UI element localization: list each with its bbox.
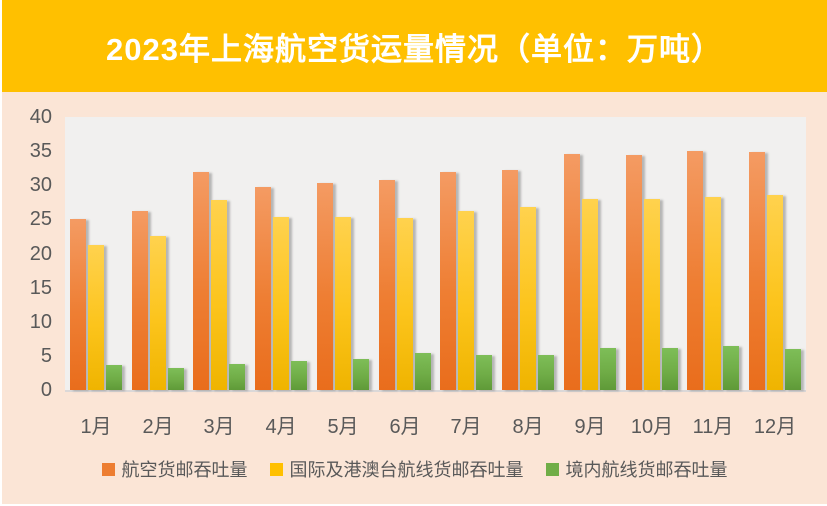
bar-境内航线货邮吞吐量-10月	[662, 348, 678, 390]
y-tick-label: 30	[29, 174, 52, 197]
bar-国际及港澳台航线货邮吞吐量-5月	[335, 216, 351, 390]
bar-航空货邮吞吐量-9月	[564, 153, 580, 390]
y-tick-label: 15	[29, 276, 52, 299]
bar-航空货邮吞吐量-12月	[749, 152, 765, 390]
x-tick-label: 12月	[753, 416, 797, 438]
bar-境内航线货邮吞吐量-9月	[600, 347, 616, 390]
x-tick-label: 9月	[574, 416, 606, 438]
bar-境内航线货邮吞吐量-3月	[229, 364, 245, 390]
y-tick-label: 0	[40, 379, 52, 401]
bar-境内航线货邮吞吐量-4月	[291, 361, 307, 390]
bar-航空货邮吞吐量-2月	[132, 211, 148, 390]
bar-航空货邮吞吐量-5月	[317, 182, 333, 390]
bar-航空货邮吞吐量-11月	[687, 151, 703, 390]
bar-境内航线货邮吞吐量-7月	[476, 355, 492, 390]
bar-境内航线货邮吞吐量-5月	[353, 358, 369, 390]
legend-item: 国际及港澳台航线货邮吞吐量	[269, 456, 524, 482]
y-tick-label: 40	[29, 106, 52, 128]
x-tick-label: 6月	[389, 416, 421, 438]
legend-label: 航空货邮吞吐量	[121, 460, 248, 480]
legend-item: 航空货邮吞吐量	[101, 456, 248, 482]
y-tick-label: 35	[29, 140, 52, 163]
x-tick-label: 3月	[203, 416, 235, 438]
bar-境内航线货邮吞吐量-1月	[106, 365, 122, 390]
legend-item: 境内航线货邮吞吐量	[545, 456, 728, 482]
legend-label: 境内航线货邮吞吐量	[565, 460, 728, 480]
bar-境内航线货邮吞吐量-12月	[785, 349, 801, 390]
x-tick-label: 10月	[630, 416, 674, 438]
bar-国际及港澳台航线货邮吞吐量-3月	[211, 200, 227, 390]
bar-航空货邮吞吐量-7月	[440, 172, 456, 390]
x-tick-label: 4月	[265, 416, 297, 438]
y-tick-label: 10	[29, 310, 52, 333]
y-tick-label: 20	[29, 242, 52, 265]
x-tick-label: 1月	[80, 416, 112, 438]
legend-label: 国际及港澳台航线货邮吞吐量	[289, 460, 524, 480]
bar-航空货邮吞吐量-6月	[379, 180, 395, 390]
bar-国际及港澳台航线货邮吞吐量-6月	[397, 218, 413, 390]
bar-国际及港澳台航线货邮吞吐量-7月	[458, 210, 474, 390]
bar-国际及港澳台航线货邮吞吐量-1月	[88, 245, 104, 390]
bar-国际及港澳台航线货邮吞吐量-10月	[644, 198, 660, 390]
x-tick-label: 11月	[692, 416, 734, 438]
bar-境内航线货邮吞吐量-8月	[538, 355, 554, 390]
legend-swatch-icon	[545, 462, 559, 476]
bar-航空货邮吞吐量-3月	[193, 172, 209, 390]
x-tick-label: 2月	[142, 416, 174, 438]
bar-境内航线货邮吞吐量-6月	[415, 353, 431, 390]
legend-swatch-icon	[269, 462, 283, 476]
bar-航空货邮吞吐量-8月	[502, 169, 518, 390]
y-tick-label: 25	[29, 208, 52, 231]
bar-航空货邮吞吐量-1月	[70, 218, 86, 390]
x-tick-label: 5月	[327, 416, 359, 438]
bar-境内航线货邮吞吐量-2月	[168, 368, 184, 390]
chart-title: 2023年上海航空货运量情况（单位：万吨）	[106, 31, 723, 67]
bar-国际及港澳台航线货邮吞吐量-8月	[520, 207, 536, 390]
bar-航空货邮吞吐量-10月	[626, 154, 642, 390]
plot-area	[65, 117, 806, 392]
legend: 航空货邮吞吐量 国际及港澳台航线货邮吞吐量 境内航线货邮吞吐量	[2, 456, 827, 482]
bar-国际及港澳台航线货邮吞吐量-12月	[767, 194, 783, 390]
title-banner: 2023年上海航空货运量情况（单位：万吨）	[2, 0, 827, 92]
y-tick-label: 5	[40, 344, 52, 367]
bar-境内航线货邮吞吐量-11月	[723, 345, 739, 390]
x-tick-label: 8月	[512, 416, 544, 438]
bar-航空货邮吞吐量-4月	[255, 186, 271, 390]
legend-swatch-icon	[101, 462, 115, 476]
bar-国际及港澳台航线货邮吞吐量-9月	[582, 198, 598, 390]
x-tick-label: 7月	[450, 416, 482, 438]
bar-国际及港澳台航线货邮吞吐量-4月	[273, 216, 289, 390]
bar-国际及港澳台航线货邮吞吐量-2月	[150, 235, 166, 390]
bar-国际及港澳台航线货邮吞吐量-11月	[705, 196, 721, 390]
